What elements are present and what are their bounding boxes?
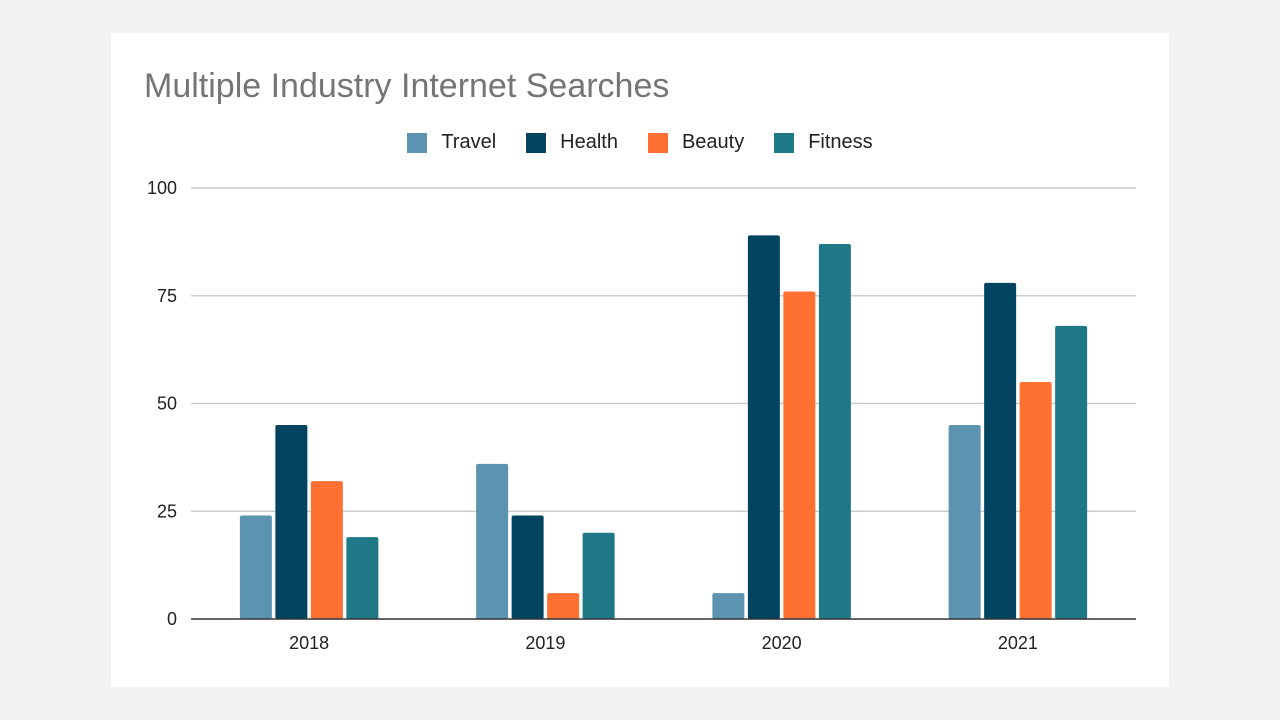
- legend-swatch-health: [526, 132, 547, 153]
- bar-health-2018: [275, 425, 308, 619]
- bar-beauty-2020: [783, 291, 816, 619]
- bar-fitness-2021: [1055, 325, 1088, 619]
- bar-beauty-2019: [547, 593, 580, 619]
- legend-label-travel: Travel: [441, 131, 497, 153]
- bar-health-2019: [511, 515, 544, 619]
- x-tick-label-2020: 2020: [762, 633, 802, 653]
- legend-label-beauty: Beauty: [681, 131, 745, 153]
- legend-item-fitness: Fitness: [774, 131, 873, 154]
- bar-travel-2020: [712, 593, 745, 619]
- legend-item-health: Health: [526, 131, 618, 154]
- legend-item-beauty: Beauty: [647, 131, 745, 154]
- legend-item-travel: Travel: [407, 131, 496, 154]
- bar-travel-2019: [476, 463, 509, 619]
- y-tick-label-25: 25: [157, 501, 177, 521]
- y-tick-label-100: 100: [147, 178, 177, 198]
- legend-label-fitness: Fitness: [808, 131, 873, 153]
- bar-travel-2018: [239, 515, 272, 619]
- bar-beauty-2018: [310, 481, 343, 619]
- chart-legend: Travel Health Beauty Fitness: [111, 131, 1169, 154]
- bar-health-2020: [747, 235, 780, 619]
- bar-fitness-2019: [582, 532, 615, 619]
- bar-health-2021: [984, 282, 1017, 619]
- x-tick-label-2018: 2018: [289, 633, 329, 653]
- legend-swatch-travel: [407, 132, 428, 153]
- bar-fitness-2020: [818, 244, 851, 619]
- x-tick-label-2021: 2021: [998, 633, 1038, 653]
- legend-swatch-fitness: [774, 132, 795, 153]
- bar-beauty-2021: [1019, 381, 1052, 619]
- bar-travel-2021: [948, 425, 981, 619]
- chart-card: Multiple Industry Internet Searches Trav…: [111, 33, 1169, 687]
- legend-label-health: Health: [560, 131, 618, 153]
- bar-fitness-2018: [346, 537, 379, 619]
- y-tick-label-50: 50: [157, 394, 177, 414]
- legend-swatch-beauty: [647, 132, 668, 153]
- x-tick-label-2019: 2019: [525, 633, 565, 653]
- bar-chart-plot: 0 25 50 75 100 2018 2019 2020 2021: [147, 178, 1136, 653]
- chart-title: Multiple Industry Internet Searches: [144, 67, 670, 105]
- y-tick-label-0: 0: [167, 609, 177, 629]
- y-tick-label-75: 75: [157, 286, 177, 306]
